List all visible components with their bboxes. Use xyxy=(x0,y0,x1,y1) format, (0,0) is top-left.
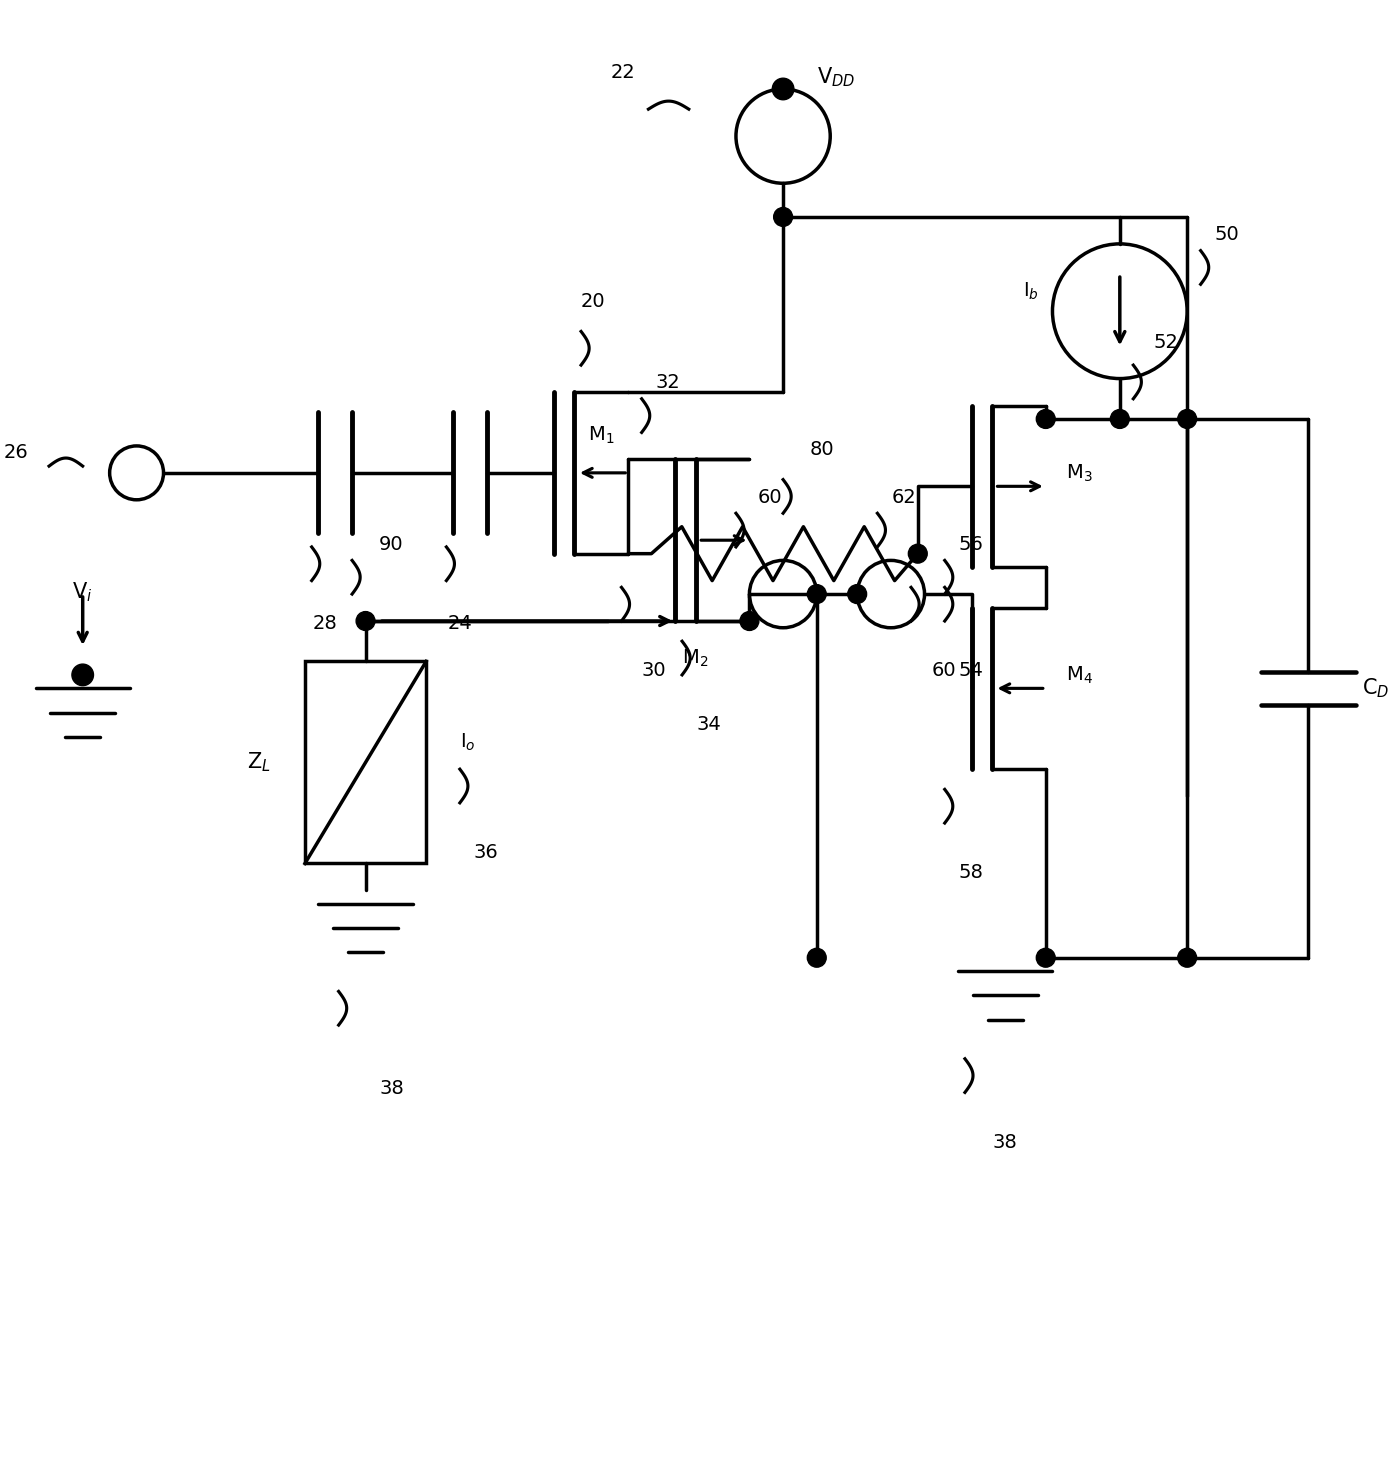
Text: M$_1$: M$_1$ xyxy=(588,425,615,446)
Text: 22: 22 xyxy=(611,63,634,82)
Text: Z$_L$: Z$_L$ xyxy=(248,750,271,774)
Circle shape xyxy=(72,663,93,685)
Circle shape xyxy=(773,207,793,227)
Bar xyxy=(305,662,426,863)
Text: 62: 62 xyxy=(892,487,917,506)
Circle shape xyxy=(908,544,928,563)
Text: 38: 38 xyxy=(993,1133,1018,1152)
Text: 24: 24 xyxy=(448,615,472,634)
Text: 26: 26 xyxy=(4,443,29,462)
Text: 90: 90 xyxy=(378,534,403,553)
Circle shape xyxy=(807,584,826,603)
Text: M$_2$: M$_2$ xyxy=(682,647,708,669)
Text: 54: 54 xyxy=(958,662,983,681)
Text: 28: 28 xyxy=(313,615,338,634)
Circle shape xyxy=(740,612,759,631)
Text: V$_i$: V$_i$ xyxy=(72,581,93,605)
Circle shape xyxy=(356,612,376,631)
Circle shape xyxy=(807,949,826,966)
Text: 80: 80 xyxy=(810,440,835,459)
Text: I$_o$: I$_o$ xyxy=(460,731,476,753)
Text: 30: 30 xyxy=(641,662,666,681)
Circle shape xyxy=(1178,409,1196,428)
Text: 52: 52 xyxy=(1153,332,1178,352)
Text: 58: 58 xyxy=(958,863,983,883)
Text: 60: 60 xyxy=(931,662,956,681)
Text: 50: 50 xyxy=(1214,225,1239,244)
Text: 60: 60 xyxy=(757,487,782,506)
Circle shape xyxy=(847,584,867,603)
Text: 20: 20 xyxy=(581,293,605,312)
Circle shape xyxy=(1036,409,1056,428)
Text: I$_b$: I$_b$ xyxy=(1022,281,1039,302)
Text: M$_4$: M$_4$ xyxy=(1066,665,1093,685)
Text: 34: 34 xyxy=(697,715,722,734)
Text: 38: 38 xyxy=(378,1078,403,1097)
Text: 56: 56 xyxy=(958,534,983,553)
Circle shape xyxy=(1178,949,1196,966)
Text: 36: 36 xyxy=(473,843,498,862)
Circle shape xyxy=(772,78,794,100)
Text: V$_{DD}$: V$_{DD}$ xyxy=(817,65,855,88)
Circle shape xyxy=(1110,409,1129,428)
Text: 32: 32 xyxy=(655,374,680,393)
Circle shape xyxy=(1036,949,1056,966)
Text: C$_D$: C$_D$ xyxy=(1362,677,1390,700)
Text: M$_3$: M$_3$ xyxy=(1066,462,1092,484)
